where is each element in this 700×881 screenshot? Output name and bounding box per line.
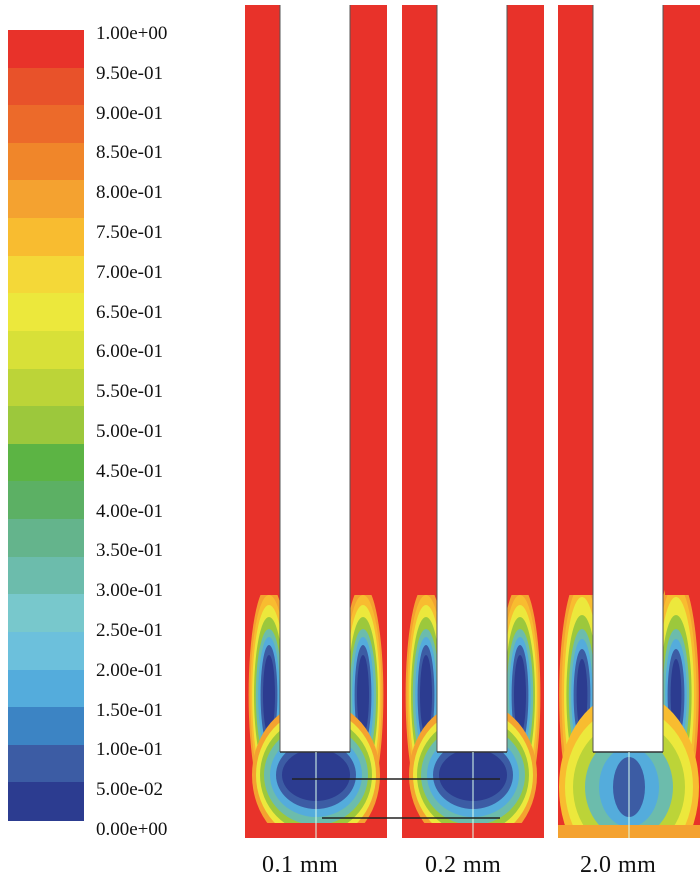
legend-swatch: [8, 707, 84, 746]
legend-swatch: [8, 67, 84, 106]
legend-swatch: [8, 669, 84, 708]
legend-swatch: [8, 330, 84, 370]
legend-swatch: [8, 142, 84, 182]
legend-label: 6.50e-01: [96, 301, 164, 323]
legend-swatch: [8, 30, 84, 69]
contour-panel-1: [245, 5, 387, 838]
legend-label: 1.00e-01: [96, 739, 164, 761]
legend-swatch: [8, 631, 84, 671]
legend-swatch: [8, 255, 84, 294]
legend-label: 0.00e+00: [96, 819, 168, 840]
legend-swatch: [8, 782, 84, 821]
contour-panel-3: [558, 5, 700, 838]
legend-swatch: [8, 556, 84, 595]
legend-label: 6.00e-01: [96, 341, 164, 363]
legend-swatch: [8, 218, 84, 257]
legend-label: 4.00e-01: [96, 500, 164, 522]
legend-label: 2.00e-01: [96, 659, 164, 681]
legend-label: 5.00e-02: [96, 779, 164, 801]
legend-swatch: [8, 481, 84, 520]
legend-labels: 1.00e+00 9.50e-01 9.00e-01 8.50e-01 8.00e-01…: [96, 0, 216, 881]
legend-swatch: [8, 594, 84, 633]
legend-label: 8.00e-01: [96, 182, 164, 204]
legend-label: 5.50e-01: [96, 381, 164, 403]
legend-swatch: [8, 368, 84, 407]
plume-contours: [402, 5, 544, 838]
legend-swatch: [8, 519, 84, 558]
legend-label: 1.00e+00: [96, 23, 168, 44]
legend-label: 7.50e-01: [96, 222, 164, 243]
panel-label-3: 2.0 mm: [580, 852, 657, 878]
legend-label: 9.00e-01: [96, 102, 164, 124]
legend-swatch: [8, 105, 84, 144]
legend-label: 8.50e-01: [96, 142, 164, 164]
legend-swatch: [8, 180, 84, 219]
legend-label: 1.50e-01: [96, 699, 164, 721]
legend-swatch: [8, 744, 84, 783]
legend-label: 2.50e-01: [96, 620, 164, 641]
legend-label: 3.50e-01: [96, 540, 164, 562]
color-legend: [8, 30, 84, 821]
legend-swatch: [8, 293, 84, 332]
panel-label-2: 0.2 mm: [425, 852, 502, 878]
legend-label: 9.50e-01: [96, 62, 164, 84]
plume-contours: [558, 5, 700, 838]
panel-label-1: 0.1 mm: [262, 852, 339, 878]
legend-label: 3.00e-01: [96, 580, 164, 602]
contour-panel-2: [402, 5, 544, 838]
legend-label: 5.00e-01: [96, 421, 164, 442]
legend-swatch: [8, 406, 84, 445]
legend-label: 4.50e-01: [96, 460, 164, 482]
plume-contours: [245, 5, 387, 838]
legend-swatch: [8, 443, 84, 483]
legend-label: 7.00e-01: [96, 261, 164, 283]
